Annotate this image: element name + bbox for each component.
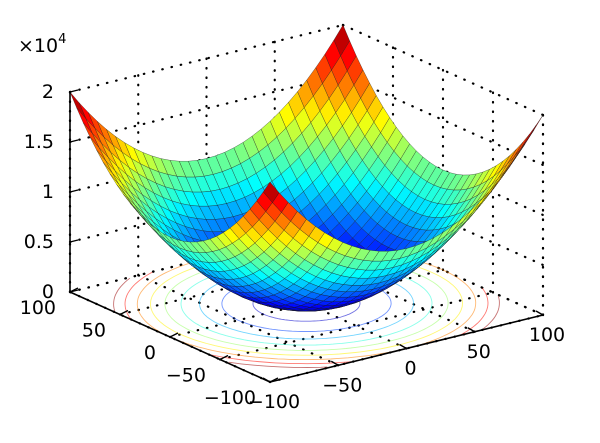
y-tick [219,354,229,361]
grid-z-line [68,173,345,244]
surface-patch [263,181,280,203]
surface-patch [513,133,530,158]
x-tick-label: −50 [322,374,362,396]
z-tick-label: 0 [42,281,54,303]
z-tick-label: 0.5 [24,231,54,253]
z-tick [69,189,79,193]
x-tick-label: 50 [467,341,491,363]
y-axis: −100−50 0 50 100 [20,287,279,409]
y-tick-label: 0 [144,342,156,364]
z-tick [69,89,79,93]
y-tick [169,332,179,338]
y-tick [119,309,129,316]
surface-mesh [69,24,544,312]
grid-z-line [68,73,345,144]
y-tick [69,287,79,293]
y-tick-label: 50 [82,320,106,342]
y-tick-label: −50 [166,365,206,387]
x-tick-label: 100 [529,324,565,346]
surface-patch [507,141,524,165]
x-tick [467,327,476,333]
grid-y-line [168,268,445,339]
surface-patch [69,91,87,119]
z-tick-label: 1 [42,181,54,203]
x-tick [399,343,407,350]
grid-y-line [118,246,395,316]
z-tick-label: 1.5 [24,131,54,153]
x-tick-label: 0 [404,358,416,380]
y-tick-label: 100 [20,297,56,319]
z-tick [69,139,79,143]
z-tick [69,239,79,243]
grid-y-line [68,223,345,294]
y-tick-label: −100 [204,387,256,409]
x-tick [535,310,544,316]
z-tick-label: 2 [42,81,54,103]
z-axis: 0 0.5 1 1.5 2 [24,81,79,303]
z-exponent-label: ×104 [18,32,66,57]
grid-z-line [68,23,345,94]
y-tick [269,377,279,383]
x-axis: −100 −50 0 50 100 [248,310,565,413]
x-tick [330,360,339,366]
x-tick-label: −100 [248,391,300,413]
